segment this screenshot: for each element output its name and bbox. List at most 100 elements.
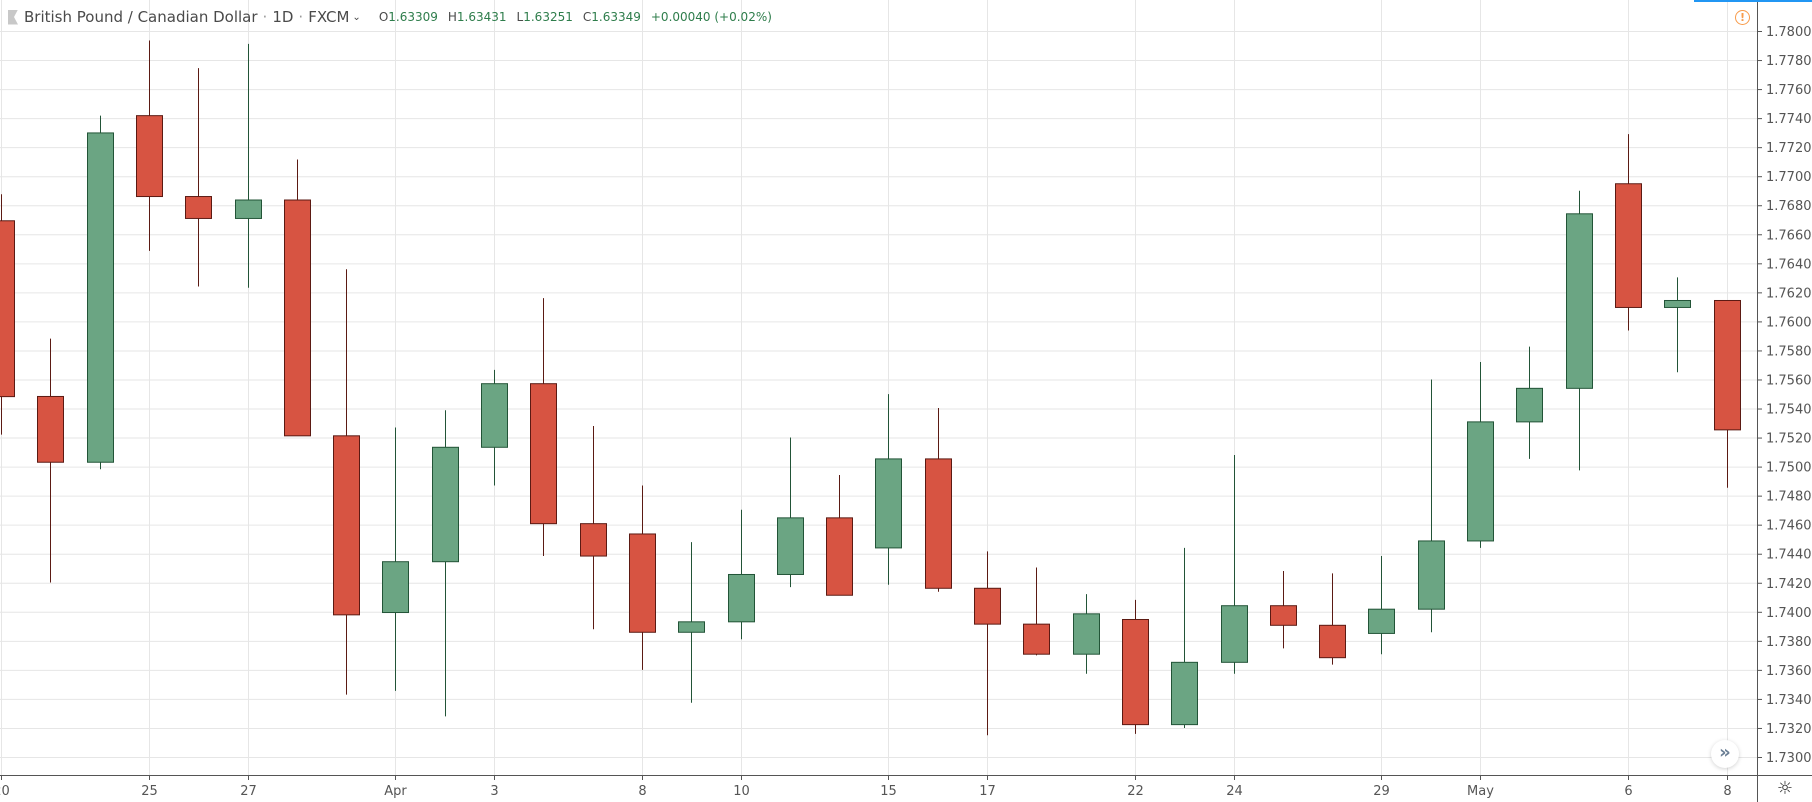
candle-up: [87, 132, 114, 463]
candle-up: [481, 383, 508, 448]
candle-up: [432, 446, 459, 563]
interval[interactable]: 1D: [272, 8, 294, 26]
candle-up: [875, 458, 902, 549]
candle-down: [333, 435, 360, 616]
candle-down: [629, 533, 656, 633]
separator: ·: [298, 8, 304, 26]
symbol-legend: British Pound / Canadian Dollar · 1D · F…: [8, 8, 782, 26]
ohlc-high: H1.63431: [447, 10, 507, 24]
candle-up: [1467, 421, 1494, 542]
y-tick-label: 1.76000: [1766, 315, 1812, 330]
y-tick-label: 1.74600: [1766, 519, 1812, 534]
x-tick-label: 24: [1226, 784, 1243, 799]
candle-up: [1073, 613, 1100, 655]
y-tick-label: 1.78000: [1766, 25, 1812, 40]
double-chevron-right-icon: »: [1719, 742, 1731, 763]
y-tick-label: 1.76400: [1766, 257, 1812, 272]
x-tick-label: 22: [1127, 784, 1144, 799]
y-tick-label: 1.74400: [1766, 548, 1812, 563]
y-tick-label: 1.75800: [1766, 344, 1812, 359]
x-tick-label: 3: [490, 784, 498, 799]
candles: [0, 40, 1741, 736]
candle-up: [1664, 299, 1691, 308]
candle-down: [925, 458, 952, 589]
y-tick-label: 1.74000: [1766, 606, 1812, 621]
candle-down: [284, 199, 311, 437]
x-tick-label: 29: [1373, 784, 1390, 799]
ohlc-low: L1.63251: [516, 10, 573, 24]
candle-up: [1171, 661, 1198, 726]
candle-up: [1368, 608, 1395, 634]
top-accent-bar: [1694, 0, 1812, 2]
y-tick-label: 1.74800: [1766, 490, 1812, 505]
y-tick-label: 1.73200: [1766, 722, 1812, 737]
gear-icon[interactable]: ☼: [1776, 778, 1794, 799]
x-tick-label: 8: [1723, 784, 1731, 799]
x-tick-label: 6: [1624, 784, 1632, 799]
x-tick-label: 10: [733, 784, 750, 799]
y-tick-label: 1.77000: [1766, 170, 1812, 185]
x-tick-label: May: [1467, 784, 1494, 799]
y-tick-label: 1.77600: [1766, 83, 1812, 98]
candle-down: [530, 383, 557, 525]
candle-down: [1270, 605, 1297, 626]
candle-down: [185, 196, 212, 219]
ohlc-open: O1.63309: [378, 10, 438, 24]
y-tick-label: 1.77800: [1766, 54, 1812, 69]
separator: ·: [262, 8, 268, 26]
y-tick-label: 1.74200: [1766, 577, 1812, 592]
y-tick-label: 1.75000: [1766, 461, 1812, 476]
candle-down: [1319, 624, 1346, 659]
x-tick-label: 20: [0, 784, 10, 799]
x-tick-label: 27: [240, 784, 257, 799]
candle-up: [1516, 387, 1543, 423]
candle-up: [777, 517, 804, 575]
candle-down: [974, 587, 1001, 625]
scroll-to-realtime-button[interactable]: »: [1711, 740, 1739, 768]
candle-down: [0, 220, 15, 398]
ohlc-change: +0.00040 (+0.02%): [650, 10, 772, 24]
y-tick-label: 1.73400: [1766, 693, 1812, 708]
candle-up: [728, 573, 755, 623]
y-tick-label: 1.73800: [1766, 635, 1812, 650]
candle-up: [678, 621, 705, 633]
price-axis[interactable]: 1.78000 1.77800 1.77600 1.77400 1.77200 1.770…: [1757, 0, 1812, 802]
y-tick-label: 1.76800: [1766, 199, 1812, 214]
candle-up: [1221, 605, 1248, 663]
warning-circle-icon[interactable]: !: [1735, 10, 1750, 25]
symbol-name[interactable]: British Pound / Canadian Dollar: [24, 8, 258, 26]
x-tick-label: Apr: [384, 784, 407, 799]
candle-up: [1418, 540, 1445, 610]
y-tick-label: 1.75600: [1766, 373, 1812, 388]
chevron-down-icon[interactable]: ⌄: [352, 11, 361, 23]
ohlc-close: C1.63349: [582, 10, 641, 24]
y-tick-label: 1.75400: [1766, 403, 1812, 418]
candle-up: [1566, 213, 1593, 389]
y-tick-label: 1.76600: [1766, 228, 1812, 243]
candle-down: [580, 523, 607, 557]
y-tick-label: 1.77400: [1766, 112, 1812, 127]
x-tick-label: 15: [880, 784, 897, 799]
x-tick-label: 8: [638, 784, 646, 799]
y-tick-label: 1.76200: [1766, 286, 1812, 301]
candle-up: [235, 199, 262, 219]
candle-down: [1023, 623, 1050, 655]
candle-down: [37, 395, 64, 463]
time-axis[interactable]: 20 25 27 Apr 3 8 10 15 17 22 24 29 May 6 8: [0, 775, 1812, 799]
x-tick-label: 17: [979, 784, 996, 799]
y-tick-label: 1.77200: [1766, 141, 1812, 156]
candle-down: [1615, 183, 1642, 308]
candle-down: [136, 115, 163, 198]
candle-up: [382, 561, 409, 614]
candle-down: [1714, 299, 1741, 431]
flag-icon: [8, 9, 18, 25]
candle-down: [1122, 618, 1149, 726]
candle-down: [826, 517, 853, 596]
x-tick-label: 25: [141, 784, 158, 799]
grid: [0, 0, 1757, 775]
data-source[interactable]: FXCM: [308, 8, 350, 26]
y-tick-label: 1.73600: [1766, 664, 1812, 679]
y-tick-label: 1.75200: [1766, 432, 1812, 447]
